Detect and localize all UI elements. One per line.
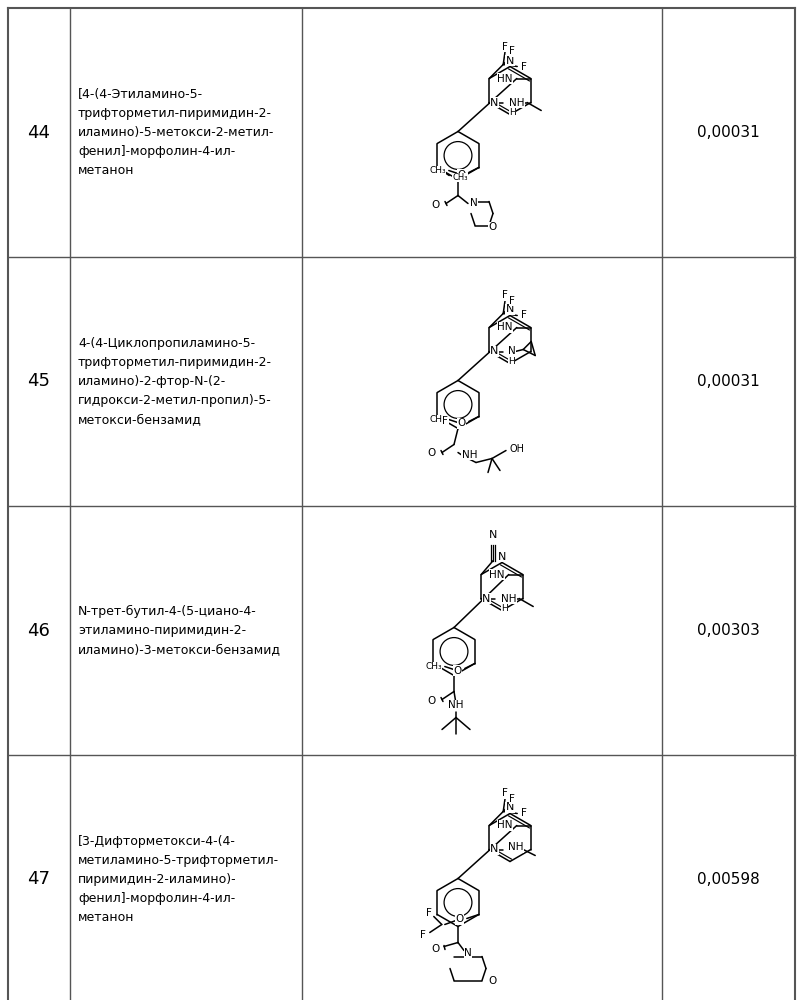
Text: CH₃: CH₃: [428, 166, 445, 175]
Text: F: F: [502, 41, 508, 51]
Text: F: F: [419, 930, 425, 940]
Text: 0,00031: 0,00031: [696, 374, 759, 389]
Text: F: F: [508, 794, 515, 804]
Text: O: O: [457, 418, 465, 428]
Text: 44: 44: [27, 123, 51, 141]
Text: CH₃: CH₃: [424, 662, 441, 671]
Text: NH: NH: [500, 593, 516, 603]
Text: F: F: [502, 290, 508, 300]
Text: O: O: [457, 169, 465, 180]
Text: N: N: [505, 55, 513, 66]
Text: H: H: [500, 604, 508, 613]
Text: O: O: [488, 223, 496, 232]
Text: 0,00031: 0,00031: [696, 125, 759, 140]
Text: F: F: [425, 908, 431, 918]
Text: HN: HN: [488, 570, 504, 580]
Text: HN: HN: [496, 322, 512, 332]
Text: H: H: [508, 108, 516, 117]
Text: O: O: [455, 914, 464, 924]
Text: [3-Дифторметокси-4-(4-
метиламино-5-трифторметил-
пиримидин-2-иламино)-
фенил]-м: [3-Дифторметокси-4-(4- метиламино-5-триф…: [78, 835, 279, 924]
Text: O: O: [427, 448, 435, 458]
Text: NH: NH: [508, 98, 524, 107]
Text: H: H: [508, 357, 514, 366]
Text: N: N: [505, 802, 513, 812]
Text: 0,00303: 0,00303: [696, 623, 759, 638]
Text: NH: NH: [448, 700, 464, 710]
Text: CH₃: CH₃: [452, 173, 467, 182]
Text: NH: NH: [461, 450, 477, 460]
Text: F: F: [508, 296, 515, 306]
Text: F: F: [442, 416, 448, 426]
Text: HN: HN: [496, 820, 512, 830]
Text: O: O: [453, 666, 461, 676]
Text: N-трет-бутил-4-(5-циано-4-
этиламино-пиримидин-2-
иламино)-3-метокси-бензамид: N-трет-бутил-4-(5-циано-4- этиламино-пир…: [78, 605, 281, 656]
Text: N: N: [489, 844, 498, 854]
Text: 46: 46: [27, 621, 51, 640]
Text: F: F: [520, 310, 526, 320]
Text: O: O: [431, 200, 439, 210]
Text: 4-(4-Циклопропиламино-5-
трифторметил-пиримидин-2-
иламино)-2-фтор-N-(2-
гидрокс: 4-(4-Циклопропиламино-5- трифторметил-пи…: [78, 337, 272, 426]
Text: N: N: [469, 198, 477, 209]
Text: O: O: [427, 696, 435, 706]
Text: F: F: [502, 788, 508, 798]
Text: F: F: [508, 46, 515, 56]
Text: N: N: [464, 948, 472, 958]
Text: HN: HN: [496, 74, 512, 84]
Text: O: O: [488, 976, 496, 986]
Text: 47: 47: [27, 870, 51, 888]
Text: 0,00598: 0,00598: [696, 872, 759, 887]
Text: 45: 45: [27, 372, 51, 390]
Text: CH₃: CH₃: [428, 415, 445, 424]
Text: NH: NH: [508, 842, 523, 852]
Text: F: F: [520, 808, 526, 818]
Text: N: N: [505, 304, 513, 314]
Text: N: N: [489, 98, 498, 107]
Text: N: N: [488, 530, 496, 540]
Text: F: F: [520, 62, 526, 72]
Text: N: N: [489, 347, 498, 357]
Text: O: O: [431, 944, 439, 954]
Text: N: N: [508, 347, 516, 357]
Text: N: N: [497, 552, 505, 562]
Text: OH: OH: [509, 444, 525, 454]
Text: [4-(4-Этиламино-5-
трифторметил-пиримидин-2-
иламино)-5-метокси-2-метил-
фенил]-: [4-(4-Этиламино-5- трифторметил-пиримиди…: [78, 88, 274, 177]
Text: N: N: [482, 593, 490, 603]
